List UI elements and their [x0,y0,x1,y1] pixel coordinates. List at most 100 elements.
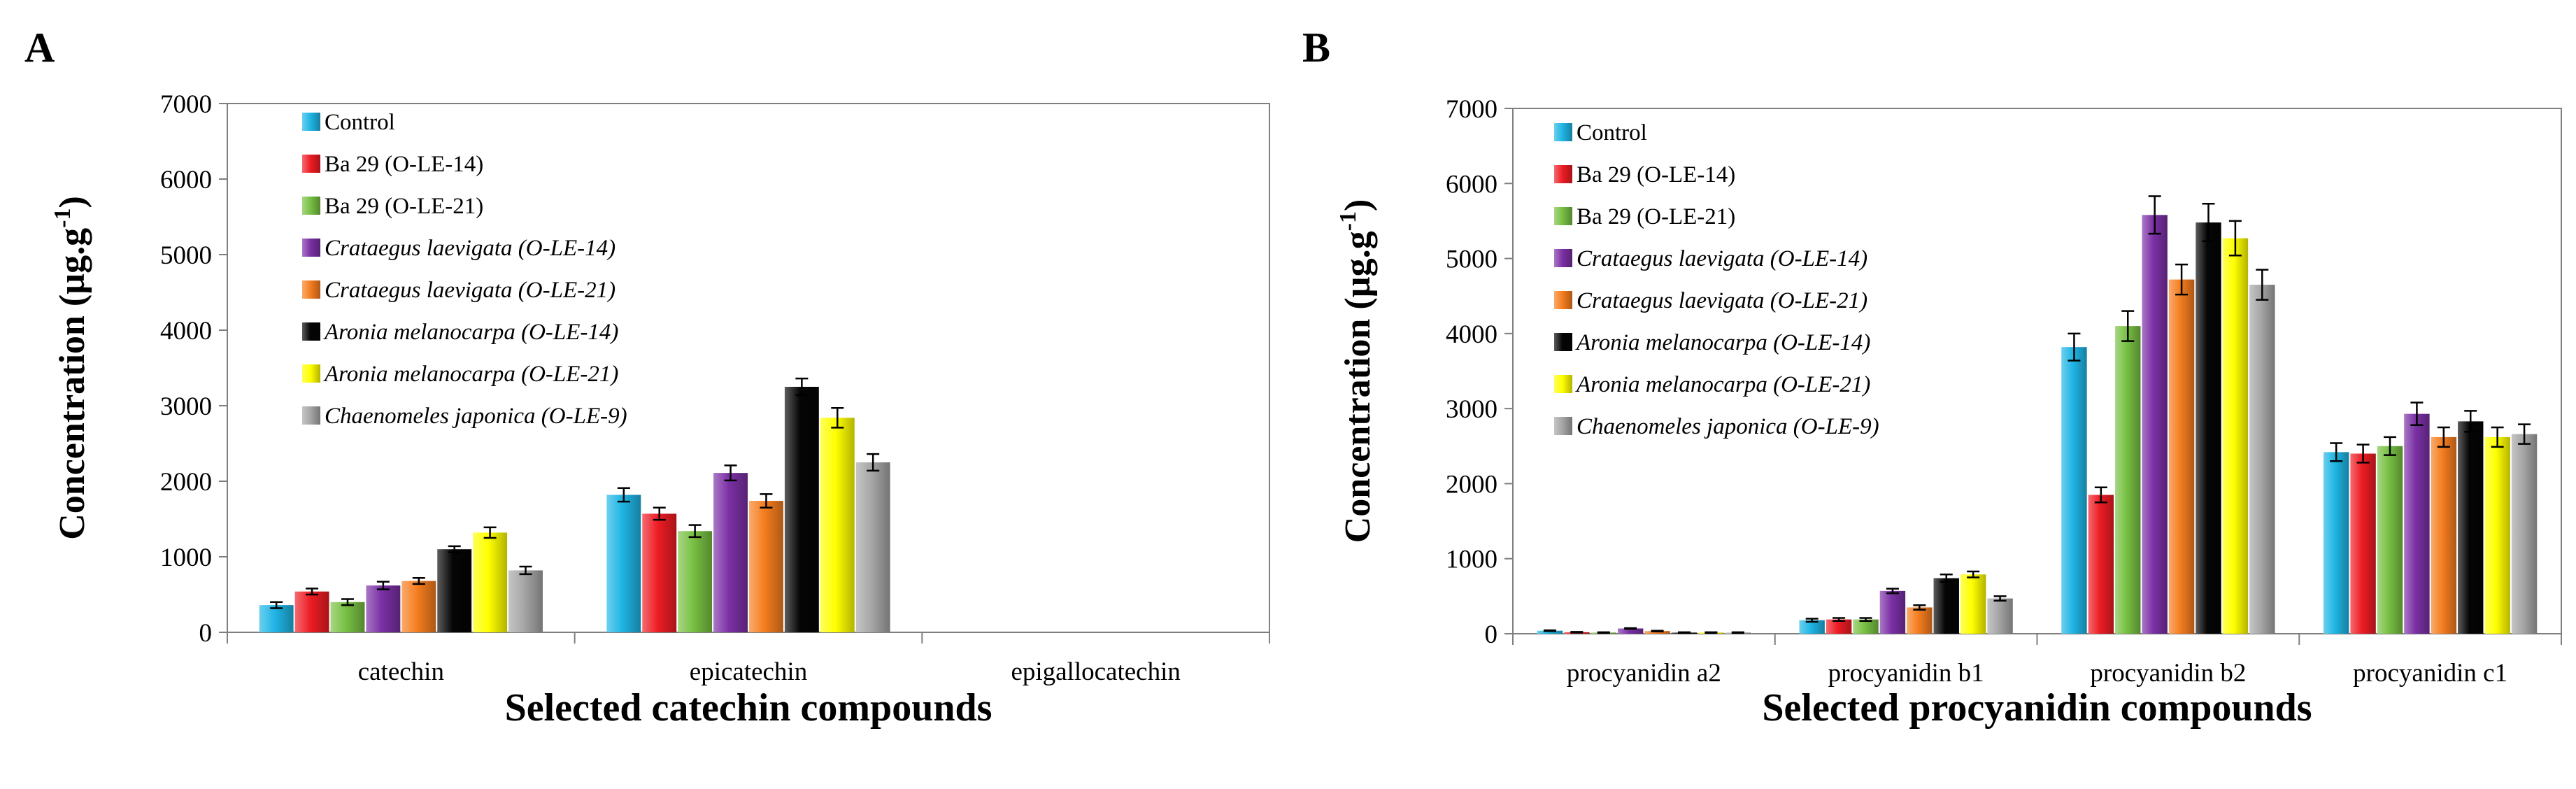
y-tick-label: 6000 [160,166,212,194]
legend-swatch [1554,249,1572,267]
legend-swatch [302,322,320,341]
legend-swatch [302,280,320,299]
y-tick-label: 4000 [1446,320,1497,349]
y-tick-label: 0 [199,619,213,648]
y-tick-label: 7000 [1446,95,1497,124]
bar [2222,238,2249,634]
bar [2484,436,2510,634]
bar [2249,285,2275,634]
legend-swatch [1554,333,1572,351]
bar [1907,607,1933,634]
legend-swatch [1554,375,1572,393]
chart-panel-a: A 0 1000 2000 3000 4000 5000 6000 7000 catechin ep… [24,24,1270,730]
bar [642,513,677,632]
y-tick-label: 2000 [1446,470,1497,499]
plot-frame [227,103,1270,633]
bar [1879,590,1906,634]
y-axis-title-close: ) [52,196,92,208]
x-tick-label: procyanidin a2 [1567,659,1721,688]
x-axis-title: Selected catechin compounds [505,686,992,730]
legend-swatch [1554,207,1572,225]
legend-swatch [1554,291,1572,309]
x-axis-title: Selected procyanidin compounds [1762,686,2312,730]
bar [2377,446,2403,634]
legend-label: Chaenomeles japonica (O-LE-9) [325,404,627,429]
bar [855,462,890,632]
bar [2196,222,2221,634]
legend-label: Ba 29 (O-LE-21) [1577,204,1735,229]
bar [1826,619,1852,634]
bar [2088,495,2114,634]
y-axis-title-main: Concentration (µg.g [1338,231,1378,543]
x-tick-label: procyanidin c1 [2353,659,2507,688]
bar [1960,574,1986,634]
bar [2511,434,2538,634]
bar [713,473,748,632]
bar [1799,620,1825,634]
bar [1853,619,1879,634]
x-tick-label: procyanidin b2 [2090,659,2246,688]
panel-label: B [1302,24,1330,71]
legend-label: Aronia melanocarpa (O-LE-21) [1575,372,1870,397]
bar [2115,326,2141,634]
legend-label: Crataegus laevigata (O-LE-14) [1577,246,1867,271]
x-tick-label: procyanidin b1 [1828,659,1984,688]
bar [2142,215,2168,634]
y-axis-title-close: ) [1338,199,1378,211]
bar [259,605,294,632]
legend-swatch [1554,123,1572,141]
legend-label: Chaenomeles japonica (O-LE-9) [1577,414,1879,439]
legend-label: Aronia melanocarpa (O-LE-14) [323,320,618,345]
legend-label: Crataegus laevigata (O-LE-21) [325,278,615,303]
y-tick-label: 1000 [160,543,212,572]
chart-panel-b: B 0 1000 2000 3000 4000 5000 6000 7000 procyanidi… [1302,24,2562,730]
bar [294,591,329,632]
y-axis-title-sup: -1 [1335,211,1361,231]
legend-label: Ba 29 (O-LE-14) [1577,162,1735,187]
bar [1933,578,1959,634]
bar [1617,628,1644,634]
x-tick-label: epicatechin [690,658,807,686]
y-tick-label: 2000 [160,468,212,497]
bar [2350,453,2376,634]
y-tick-label: 4000 [160,317,212,346]
legend-label: Crataegus laevigata (O-LE-14) [325,236,615,261]
y-tick-label: 3000 [1446,395,1497,424]
bar [2168,279,2195,634]
bar [508,570,543,632]
bar [473,532,508,632]
legend-swatch [302,197,320,215]
bar [678,531,713,632]
legend-swatch [1554,165,1572,183]
bar [2431,436,2457,634]
bar [2404,413,2430,634]
y-axis-title-sup: -1 [50,208,76,228]
bar [820,418,855,632]
legend-swatch [302,406,320,425]
y-tick-label: 5000 [160,241,212,270]
y-axis-title-main: Concentration (µg.g [52,228,92,540]
legend-label: Crataegus laevigata (O-LE-21) [1577,288,1867,313]
legend-label: Aronia melanocarpa (O-LE-21) [323,362,618,387]
legend-swatch [302,113,320,131]
y-tick-label: 3000 [160,392,212,421]
legend-label: Ba 29 (O-LE-21) [325,194,483,219]
legend-swatch [302,364,320,383]
legend-swatch [302,155,320,173]
bar [2061,347,2087,634]
legend-label: Control [1577,120,1647,145]
y-tick-label: 5000 [1446,246,1497,274]
bar [330,602,365,632]
legend-swatch [1554,417,1572,435]
legend-label: Ba 29 (O-LE-14) [325,152,483,177]
bar [2458,421,2484,634]
bar [1644,631,1670,634]
bar [366,585,401,632]
bar [437,549,472,632]
y-tick-label: 1000 [1446,546,1497,574]
bar [749,501,783,632]
y-tick-label: 6000 [1446,170,1497,199]
bar [1987,598,2013,634]
legend-swatch [302,239,320,257]
